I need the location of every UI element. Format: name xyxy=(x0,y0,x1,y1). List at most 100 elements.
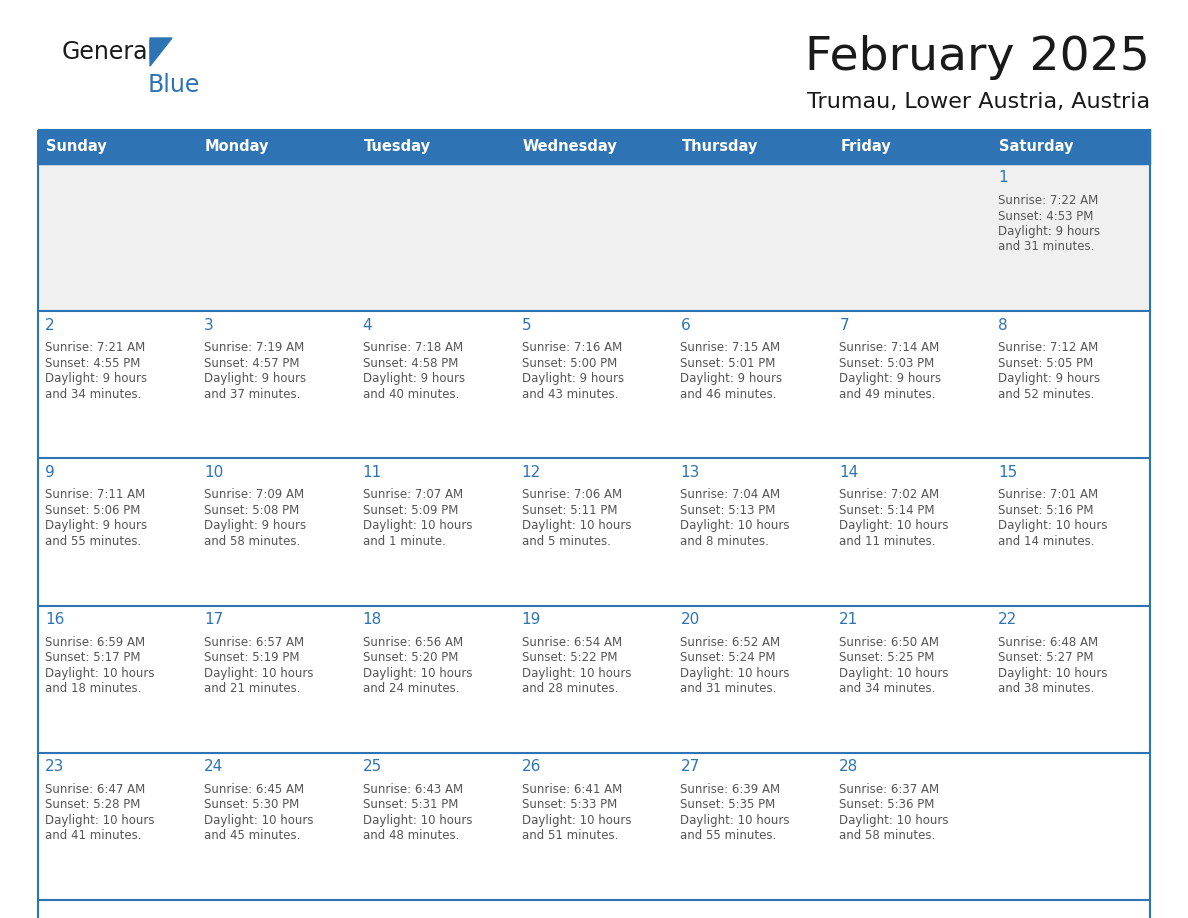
Text: 3: 3 xyxy=(204,318,214,332)
Text: and 5 minutes.: and 5 minutes. xyxy=(522,535,611,548)
Text: Sunset: 5:17 PM: Sunset: 5:17 PM xyxy=(45,651,140,664)
Text: Sunset: 5:31 PM: Sunset: 5:31 PM xyxy=(362,799,459,812)
Text: Sunset: 5:19 PM: Sunset: 5:19 PM xyxy=(204,651,299,664)
Text: Sunrise: 7:19 AM: Sunrise: 7:19 AM xyxy=(204,341,304,354)
Text: February 2025: February 2025 xyxy=(805,36,1150,81)
Text: Sunrise: 6:41 AM: Sunrise: 6:41 AM xyxy=(522,783,621,796)
Text: Sunday: Sunday xyxy=(46,140,107,154)
Text: Sunset: 5:20 PM: Sunset: 5:20 PM xyxy=(362,651,459,664)
Bar xyxy=(355,130,514,164)
Bar xyxy=(197,130,355,164)
Text: Daylight: 10 hours: Daylight: 10 hours xyxy=(839,666,949,679)
Text: Sunset: 5:22 PM: Sunset: 5:22 PM xyxy=(522,651,617,664)
Text: and 11 minutes.: and 11 minutes. xyxy=(839,535,936,548)
Text: Sunset: 5:25 PM: Sunset: 5:25 PM xyxy=(839,651,935,664)
Text: and 31 minutes.: and 31 minutes. xyxy=(681,682,777,695)
Text: and 14 minutes.: and 14 minutes. xyxy=(998,535,1094,548)
Text: Sunset: 4:55 PM: Sunset: 4:55 PM xyxy=(45,357,140,370)
Text: Sunset: 4:57 PM: Sunset: 4:57 PM xyxy=(204,357,299,370)
Bar xyxy=(38,753,1150,900)
Text: Sunrise: 7:15 AM: Sunrise: 7:15 AM xyxy=(681,341,781,354)
Text: Sunset: 5:30 PM: Sunset: 5:30 PM xyxy=(204,799,299,812)
Text: Sunset: 5:16 PM: Sunset: 5:16 PM xyxy=(998,504,1094,517)
Text: Tuesday: Tuesday xyxy=(364,140,431,154)
Text: Daylight: 10 hours: Daylight: 10 hours xyxy=(681,520,790,532)
Bar xyxy=(38,130,1150,918)
Text: Daylight: 10 hours: Daylight: 10 hours xyxy=(839,813,949,827)
Text: Daylight: 10 hours: Daylight: 10 hours xyxy=(998,520,1107,532)
Text: Sunrise: 6:43 AM: Sunrise: 6:43 AM xyxy=(362,783,463,796)
Text: 17: 17 xyxy=(204,612,223,627)
Text: and 28 minutes.: and 28 minutes. xyxy=(522,682,618,695)
Text: and 58 minutes.: and 58 minutes. xyxy=(839,829,935,843)
Text: Sunset: 5:09 PM: Sunset: 5:09 PM xyxy=(362,504,459,517)
Text: Friday: Friday xyxy=(840,140,891,154)
Text: Sunrise: 7:14 AM: Sunrise: 7:14 AM xyxy=(839,341,940,354)
Text: Sunrise: 7:12 AM: Sunrise: 7:12 AM xyxy=(998,341,1099,354)
Text: and 52 minutes.: and 52 minutes. xyxy=(998,387,1094,400)
Text: and 46 minutes.: and 46 minutes. xyxy=(681,387,777,400)
Text: Sunrise: 6:50 AM: Sunrise: 6:50 AM xyxy=(839,635,940,649)
Text: and 8 minutes.: and 8 minutes. xyxy=(681,535,770,548)
Text: Sunset: 5:13 PM: Sunset: 5:13 PM xyxy=(681,504,776,517)
Text: 23: 23 xyxy=(45,759,64,774)
Polygon shape xyxy=(150,38,172,66)
Text: Daylight: 10 hours: Daylight: 10 hours xyxy=(204,666,314,679)
Text: Trumau, Lower Austria, Austria: Trumau, Lower Austria, Austria xyxy=(807,92,1150,112)
Text: and 55 minutes.: and 55 minutes. xyxy=(45,535,141,548)
Text: 6: 6 xyxy=(681,318,690,332)
Text: Sunset: 5:27 PM: Sunset: 5:27 PM xyxy=(998,651,1094,664)
Bar xyxy=(514,130,674,164)
Text: Daylight: 9 hours: Daylight: 9 hours xyxy=(45,520,147,532)
Text: 11: 11 xyxy=(362,465,383,480)
Text: Sunrise: 6:47 AM: Sunrise: 6:47 AM xyxy=(45,783,145,796)
Text: Sunset: 5:05 PM: Sunset: 5:05 PM xyxy=(998,357,1093,370)
Text: Sunrise: 6:45 AM: Sunrise: 6:45 AM xyxy=(204,783,304,796)
Text: and 48 minutes.: and 48 minutes. xyxy=(362,829,459,843)
Text: 12: 12 xyxy=(522,465,541,480)
Text: 13: 13 xyxy=(681,465,700,480)
Bar xyxy=(674,130,833,164)
Text: Sunrise: 7:16 AM: Sunrise: 7:16 AM xyxy=(522,341,621,354)
Text: Blue: Blue xyxy=(148,73,201,97)
Text: and 1 minute.: and 1 minute. xyxy=(362,535,446,548)
Text: 28: 28 xyxy=(839,759,859,774)
Text: General: General xyxy=(62,40,156,64)
Text: and 41 minutes.: and 41 minutes. xyxy=(45,829,141,843)
Text: Sunset: 5:33 PM: Sunset: 5:33 PM xyxy=(522,799,617,812)
Text: Daylight: 10 hours: Daylight: 10 hours xyxy=(998,666,1107,679)
Text: 15: 15 xyxy=(998,465,1017,480)
Text: Daylight: 9 hours: Daylight: 9 hours xyxy=(839,372,941,386)
Text: 5: 5 xyxy=(522,318,531,332)
Text: 4: 4 xyxy=(362,318,372,332)
Text: and 38 minutes.: and 38 minutes. xyxy=(998,682,1094,695)
Text: 27: 27 xyxy=(681,759,700,774)
Text: Sunrise: 7:02 AM: Sunrise: 7:02 AM xyxy=(839,488,940,501)
Text: and 34 minutes.: and 34 minutes. xyxy=(839,682,936,695)
Text: 14: 14 xyxy=(839,465,859,480)
Text: and 31 minutes.: and 31 minutes. xyxy=(998,241,1094,253)
Text: Sunset: 4:53 PM: Sunset: 4:53 PM xyxy=(998,209,1093,222)
Text: 20: 20 xyxy=(681,612,700,627)
Text: 9: 9 xyxy=(45,465,55,480)
Bar xyxy=(38,606,1150,753)
Text: Daylight: 9 hours: Daylight: 9 hours xyxy=(362,372,465,386)
Text: Daylight: 9 hours: Daylight: 9 hours xyxy=(45,372,147,386)
Text: 18: 18 xyxy=(362,612,383,627)
Text: Sunrise: 7:11 AM: Sunrise: 7:11 AM xyxy=(45,488,145,501)
Text: Daylight: 9 hours: Daylight: 9 hours xyxy=(681,372,783,386)
Text: Daylight: 9 hours: Daylight: 9 hours xyxy=(522,372,624,386)
Text: Sunset: 5:11 PM: Sunset: 5:11 PM xyxy=(522,504,617,517)
Text: Sunset: 4:58 PM: Sunset: 4:58 PM xyxy=(362,357,459,370)
Text: 8: 8 xyxy=(998,318,1007,332)
Text: and 37 minutes.: and 37 minutes. xyxy=(204,387,301,400)
Text: Sunrise: 6:37 AM: Sunrise: 6:37 AM xyxy=(839,783,940,796)
Text: Sunrise: 7:07 AM: Sunrise: 7:07 AM xyxy=(362,488,463,501)
Text: Daylight: 10 hours: Daylight: 10 hours xyxy=(362,666,472,679)
Text: Daylight: 10 hours: Daylight: 10 hours xyxy=(681,813,790,827)
Text: Daylight: 10 hours: Daylight: 10 hours xyxy=(522,813,631,827)
Text: Sunset: 5:28 PM: Sunset: 5:28 PM xyxy=(45,799,140,812)
Bar xyxy=(991,130,1150,164)
Text: 7: 7 xyxy=(839,318,849,332)
Text: and 51 minutes.: and 51 minutes. xyxy=(522,829,618,843)
